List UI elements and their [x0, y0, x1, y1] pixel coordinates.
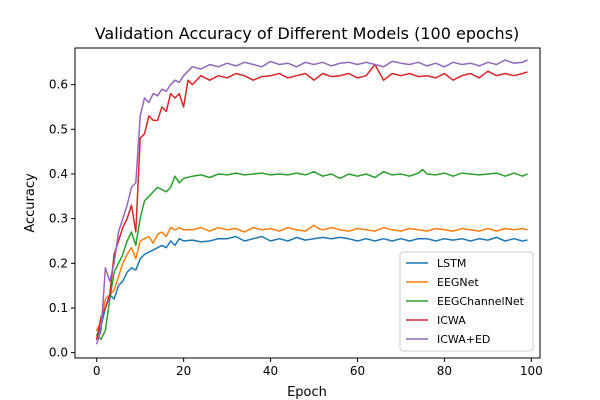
y-tick-label: 0.0: [49, 346, 68, 360]
chart-title: Validation Accuracy of Different Models …: [95, 24, 520, 43]
plot-area: 0 20 40 60 80 100 0.0 0.1 0.2 0.3 0.4 0.5 0.6: [49, 47, 543, 378]
y-axis: 0.0 0.1 0.2 0.3 0.4 0.5 0.6: [49, 78, 75, 360]
x-tick-label: 40: [263, 364, 278, 378]
legend-items: LSTM EEGNet EEGChannelNet ICWA ICWA+ED: [406, 257, 525, 346]
legend: LSTM EEGNet EEGChannelNet ICWA ICWA+ED: [399, 251, 534, 352]
x-tick-label: 20: [176, 364, 191, 378]
y-tick-label: 0.5: [49, 122, 68, 136]
legend-label-icwa: ICWA: [437, 314, 466, 327]
series-line-eegchannelnet: [95, 168, 528, 340]
legend-label-eegnet: EEGNet: [437, 276, 479, 289]
y-tick-label: 0.4: [49, 167, 68, 181]
series-line-icwa: [95, 63, 528, 340]
legend-label-icwa-ed: ICWA+ED: [437, 333, 490, 346]
series-line-eegnet: [95, 224, 528, 332]
y-axis-label: Accuracy: [23, 173, 38, 233]
y-tick-label: 0.2: [49, 256, 68, 270]
series-line-icwa-ed: [95, 59, 528, 345]
x-tick-label: 60: [350, 364, 365, 378]
series-line-lstm: [95, 235, 528, 340]
series-layer: [95, 59, 528, 345]
axes-frame: [74, 47, 541, 359]
y-tick-label: 0.3: [49, 212, 68, 226]
x-axis-label: Epoch: [287, 385, 327, 400]
legend-box: [399, 251, 534, 352]
legend-label-lstm: LSTM: [437, 257, 466, 270]
x-axis: 0 20 40 60 80 100: [93, 358, 543, 378]
legend-label-eegchannelnet: EEGChannelNet: [437, 295, 525, 308]
x-tick-label: 80: [437, 364, 452, 378]
x-tick-label: 0: [93, 364, 101, 378]
y-tick-label: 0.6: [49, 78, 68, 92]
y-tick-label: 0.1: [49, 301, 68, 315]
x-tick-label: 100: [520, 364, 543, 378]
